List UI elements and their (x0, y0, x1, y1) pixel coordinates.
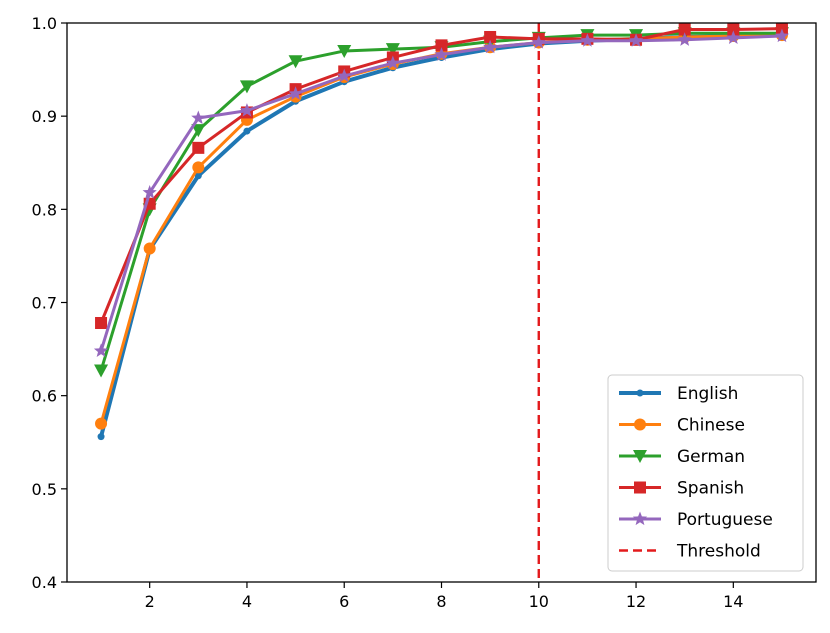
data-point-german (337, 44, 352, 58)
y-tick-label: 0.7 (32, 294, 57, 313)
data-point-german (239, 80, 254, 94)
series-line-chinese (99, 33, 782, 425)
data-point-portuguese (239, 103, 255, 117)
y-tick-label: 0.4 (32, 573, 57, 592)
data-point-portuguese (385, 55, 400, 70)
data-point-spanish (484, 30, 497, 43)
y-tick-label: 1.0 (32, 14, 57, 33)
y-tick-label: 0.8 (32, 200, 57, 219)
data-point-portuguese (337, 68, 352, 83)
data-point-german (191, 124, 206, 138)
data-point-spanish (95, 316, 108, 329)
x-tick-label: 10 (529, 592, 549, 611)
legend-label: Portuguese (677, 510, 773, 530)
legend-label: Chinese (677, 416, 745, 436)
data-point-english (243, 127, 251, 135)
data-point-portuguese (483, 39, 498, 54)
data-point-portuguese (531, 35, 546, 49)
y-axis: 0.4 0.5 0.6 0.7 0.8 0.9 1.0 (32, 14, 67, 592)
data-point-english (194, 172, 202, 180)
data-point-portuguese (677, 32, 692, 46)
data-point-english (97, 433, 105, 441)
x-tick-label: 6 (339, 592, 349, 611)
data-point-chinese (143, 242, 156, 255)
data-point-german (288, 55, 303, 69)
data-point-chinese (95, 417, 108, 430)
x-tick-label: 8 (436, 592, 446, 611)
legend-marker-chinese (634, 418, 646, 431)
data-point-portuguese (191, 110, 206, 125)
x-tick-label: 4 (242, 592, 252, 611)
data-point-spanish (192, 141, 205, 154)
y-tick-label: 0.6 (32, 387, 57, 406)
x-tick-label: 12 (626, 592, 646, 611)
data-point-spanish (678, 23, 691, 36)
y-tick-label: 0.9 (32, 107, 57, 126)
legend-marker-english (636, 389, 644, 397)
data-point-portuguese (93, 343, 109, 358)
data-point-portuguese (628, 33, 644, 47)
data-point-german (94, 364, 109, 378)
x-tick-label: 2 (145, 592, 155, 611)
data-point-portuguese (580, 33, 595, 47)
y-tick-label: 0.5 (32, 480, 57, 499)
x-tick-label: 14 (723, 592, 743, 611)
legend-label: English (677, 384, 738, 404)
legend: English Chinese German Spanish Portuguese Thr… (607, 374, 804, 572)
data-point-portuguese (434, 47, 449, 61)
data-point-portuguese (726, 30, 741, 44)
legend-marker-german (633, 450, 647, 463)
x-axis: 2 4 6 8 10 12 14 (145, 582, 743, 611)
series-line-spanish (99, 27, 782, 324)
data-point-german (385, 43, 400, 57)
series-portuguese (93, 28, 790, 358)
legend-label: Threshold (676, 542, 761, 562)
legend-marker-spanish (634, 481, 646, 494)
data-point-portuguese (142, 185, 157, 199)
data-point-spanish (435, 39, 448, 52)
legend-marker-portuguese (632, 511, 648, 526)
series-chinese (95, 29, 788, 430)
data-point-portuguese (774, 28, 790, 43)
series-line-german (99, 31, 782, 371)
data-point-portuguese (288, 86, 303, 100)
data-point-chinese (192, 161, 205, 174)
legend-label: German (677, 447, 745, 467)
series-line-portuguese (99, 34, 783, 352)
legend-label: Spanish (677, 479, 744, 499)
series-german (94, 27, 789, 378)
data-point-spanish (727, 23, 740, 36)
